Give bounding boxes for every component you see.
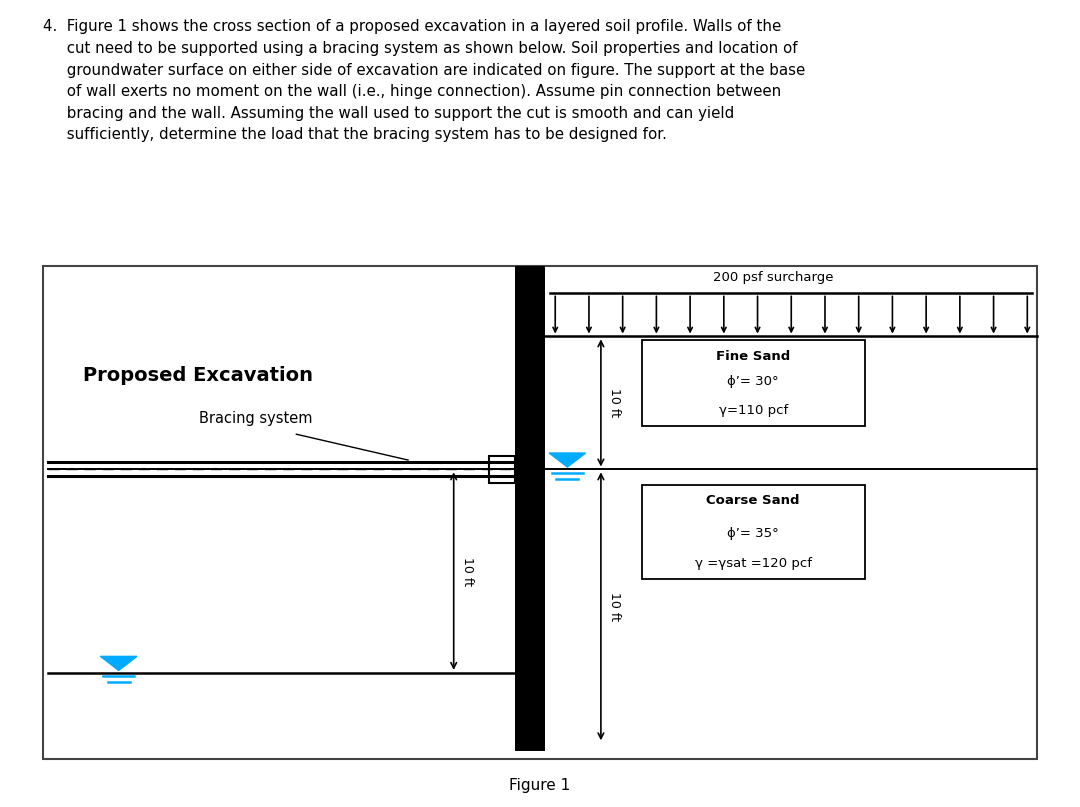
Text: Figure 1: Figure 1	[510, 779, 570, 793]
Text: Bracing system: Bracing system	[199, 412, 312, 426]
Text: Fine Sand: Fine Sand	[716, 349, 791, 362]
Text: γ =γsat =120 pcf: γ =γsat =120 pcf	[694, 557, 812, 570]
Bar	[515, 266, 545, 751]
Text: 4.  Figure 1 shows the cross section of a proposed excavation in a layered soil : 4. Figure 1 shows the cross section of a…	[43, 19, 806, 142]
Bar	[642, 485, 865, 579]
Text: Coarse Sand: Coarse Sand	[706, 494, 800, 508]
Text: Proposed Excavation: Proposed Excavation	[83, 366, 313, 385]
Text: ϕ’= 35°: ϕ’= 35°	[727, 527, 779, 540]
Bar	[642, 341, 865, 426]
Text: 200 psf surcharge: 200 psf surcharge	[713, 271, 834, 284]
Bar	[489, 456, 515, 483]
Text: γ=110 pcf: γ=110 pcf	[718, 404, 787, 417]
Text: ϕ’= 30°: ϕ’= 30°	[727, 375, 779, 388]
Text: 10 ft: 10 ft	[608, 388, 621, 417]
Polygon shape	[549, 453, 585, 467]
Text: 10 ft: 10 ft	[608, 592, 621, 621]
Text: 10 ft: 10 ft	[461, 557, 474, 586]
Polygon shape	[100, 656, 137, 671]
